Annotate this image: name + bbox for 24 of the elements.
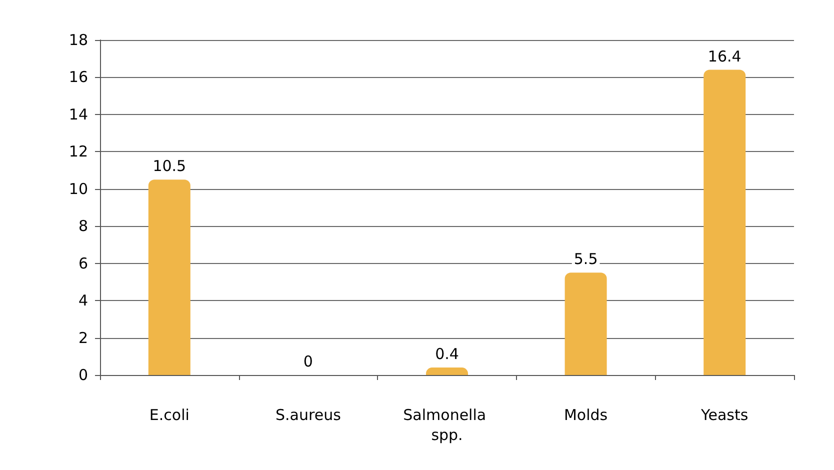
x-tick-label: E.coli: [149, 406, 190, 424]
y-tick-label: 0: [78, 366, 88, 384]
y-tick-label: 16: [68, 68, 88, 86]
y-tick-label: 8: [78, 217, 88, 236]
x-tick-label: S.aureus: [276, 406, 342, 424]
x-tick-label: Salmonella spp.: [403, 406, 491, 444]
y-tick-label: 14: [68, 105, 88, 124]
bar: [148, 180, 190, 375]
y-tick-label: 18: [68, 31, 88, 49]
x-tick-label: Molds: [564, 406, 608, 424]
bar: [564, 272, 607, 375]
y-tick-label: 12: [68, 142, 88, 161]
x-tick-label: Yeasts: [700, 406, 748, 424]
data-label: 0.4: [435, 345, 459, 364]
data-label: 10.5: [152, 157, 186, 176]
y-tick-label: 2: [78, 328, 88, 347]
y-tick-label: 10: [68, 180, 88, 198]
data-label: 0: [303, 352, 313, 370]
data-label: 16.4: [708, 47, 742, 66]
data-label: 5.5: [574, 250, 598, 268]
y-tick-label: 4: [78, 292, 88, 310]
y-tick-label: 6: [78, 254, 88, 272]
bar: [426, 368, 468, 375]
bar: [704, 70, 746, 375]
